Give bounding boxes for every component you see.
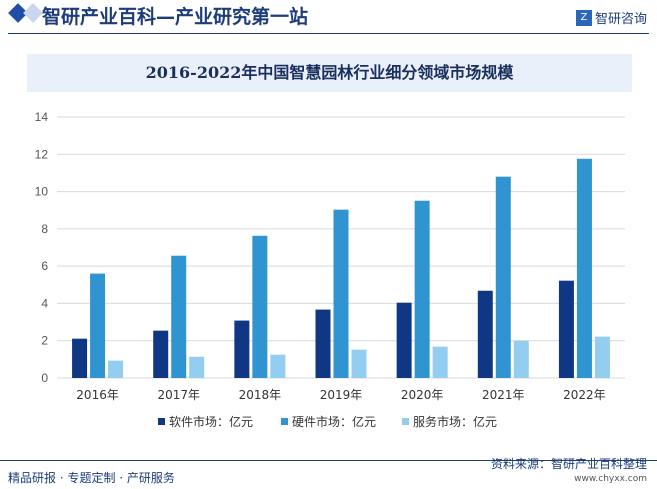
- header-title: 智研产业百科—产业研究第一站: [42, 6, 309, 28]
- y-tick-label: 4: [41, 296, 48, 310]
- footer: 精品研报 · 专题定制 · 产研服务 资料来源：智研产业百科整理 www.chy…: [0, 457, 657, 489]
- bar-1: [153, 330, 169, 378]
- bar-3: [351, 349, 367, 378]
- chart-title: 2016-2022年中国智慧园林行业细分领域市场规模: [27, 54, 632, 92]
- legend-swatch: [281, 418, 288, 425]
- bar-1: [558, 280, 574, 378]
- y-tick-label: 14: [35, 110, 49, 124]
- bar-1: [234, 320, 250, 378]
- footer-url: www.chyxx.com: [574, 474, 647, 484]
- bar-2: [90, 273, 106, 378]
- legend-swatch: [158, 418, 165, 425]
- y-tick-label: 12: [35, 147, 49, 161]
- bar-2: [414, 200, 430, 378]
- x-tick-label: 2021年: [482, 388, 525, 402]
- bar-3: [432, 346, 448, 378]
- bar-1: [72, 338, 88, 378]
- bar-3: [513, 340, 529, 378]
- logo-text: 智研咨询: [594, 12, 647, 27]
- bar-2: [252, 235, 268, 378]
- bar-1: [477, 290, 493, 378]
- y-tick-label: 10: [35, 185, 49, 199]
- y-tick-label: 2: [41, 334, 48, 348]
- source-note: 资料来源：智研产业百科整理: [490, 457, 647, 471]
- x-tick-label: 2018年: [239, 388, 282, 402]
- bar-3: [108, 360, 124, 378]
- header: 智研产业百科—产业研究第一站 Z 智研咨询: [0, 0, 657, 34]
- bar-3: [189, 356, 205, 378]
- logo: Z 智研咨询: [575, 8, 647, 27]
- x-tick-label: 2019年: [320, 388, 363, 402]
- bar-1: [396, 302, 412, 378]
- x-tick-label: 2017年: [157, 388, 200, 402]
- legend-label: 服务市场：亿元: [413, 414, 497, 429]
- bar-2: [495, 176, 511, 378]
- footer-tagline: 精品研报 · 专题定制 · 产研服务: [8, 471, 175, 485]
- x-tick-label: 2020年: [401, 388, 444, 402]
- legend-label: 硬件市场：亿元: [292, 414, 376, 429]
- y-tick-label: 0: [41, 371, 48, 385]
- bar-2: [333, 209, 349, 378]
- bar-1: [315, 309, 331, 378]
- divider: [8, 33, 649, 34]
- bar-2: [171, 255, 187, 378]
- y-tick-label: 6: [41, 259, 48, 273]
- legend-label: 软件市场：亿元: [169, 414, 253, 429]
- legend-swatch: [402, 418, 409, 425]
- bar-3: [594, 336, 610, 378]
- y-tick-label: 8: [41, 222, 48, 236]
- x-tick-label: 2022年: [563, 388, 606, 402]
- bar-3: [270, 354, 286, 378]
- logo-icon: Z: [575, 9, 592, 26]
- x-tick-label: 2016年: [76, 388, 119, 402]
- bar-2: [576, 158, 592, 378]
